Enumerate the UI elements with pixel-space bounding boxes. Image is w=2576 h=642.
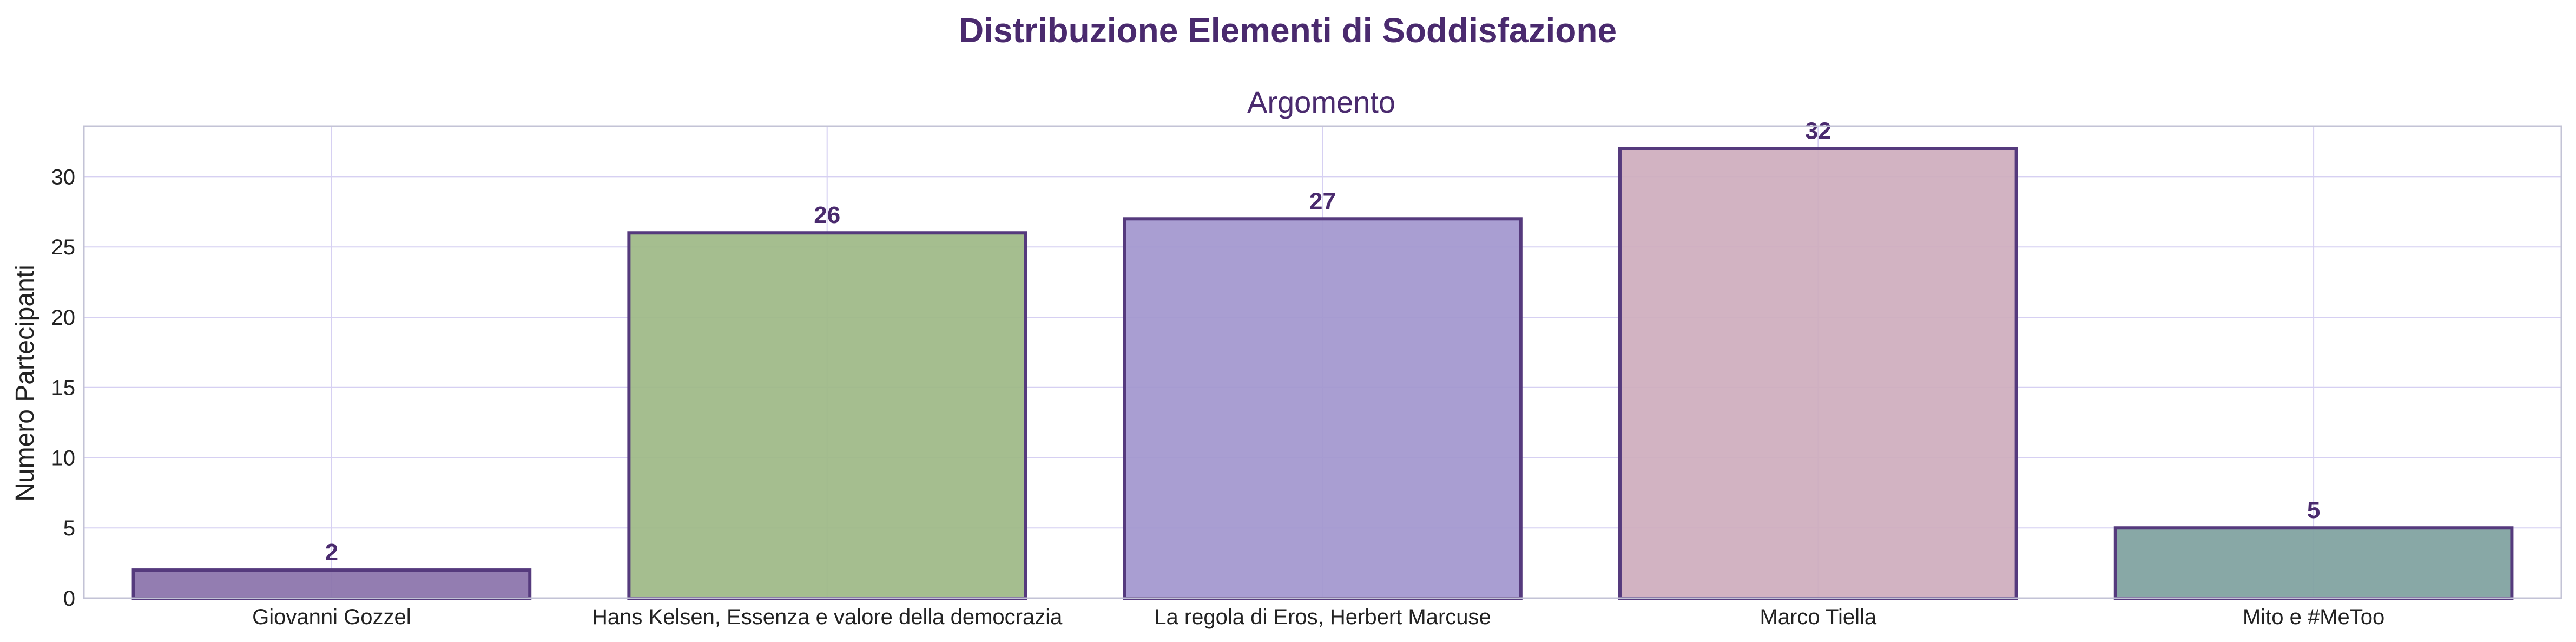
chart-title: Argomento: [1247, 85, 1395, 119]
axes-frame: [83, 125, 2562, 599]
figure-suptitle: Distribuzione Elementi di Soddisfazione: [959, 11, 1617, 50]
y-tick-label: 5: [63, 516, 75, 540]
y-tick-label: 15: [51, 376, 76, 400]
y-tick-label: 25: [51, 235, 76, 259]
y-tick-label: 10: [51, 446, 76, 470]
bar-4: [1618, 147, 2018, 600]
bar-5: [2113, 526, 2514, 600]
plot-area: 0 5 10 15 20 25 30 2 26 27 32 5 Giovanni Gozzel Hans …: [51, 118, 2562, 629]
x-tick-label: Marco Tiella: [1760, 605, 1876, 629]
y-tick-label: 0: [63, 587, 75, 611]
x-tick-label: Giovanni Gozzel: [252, 605, 411, 629]
x-tick-label: La regola di Eros, Herbert Marcuse: [1154, 605, 1491, 629]
data-label: 26: [814, 202, 840, 228]
bar-2: [627, 231, 1027, 600]
data-label: 32: [1805, 118, 1831, 145]
bar-3: [1123, 217, 1523, 600]
data-label: 2: [325, 539, 338, 566]
y-tick-label: 20: [51, 306, 76, 330]
y-axis-label: Numero Partecipanti: [11, 265, 39, 502]
bar-1: [131, 568, 532, 600]
x-tick-label: Mito e #MeToo: [2243, 605, 2384, 629]
y-tick-label: 30: [51, 165, 76, 189]
x-tick-label: Hans Kelsen, Essenza e valore della demo…: [592, 605, 1063, 629]
data-label: 27: [1309, 188, 1336, 214]
data-label: 5: [2307, 497, 2320, 523]
